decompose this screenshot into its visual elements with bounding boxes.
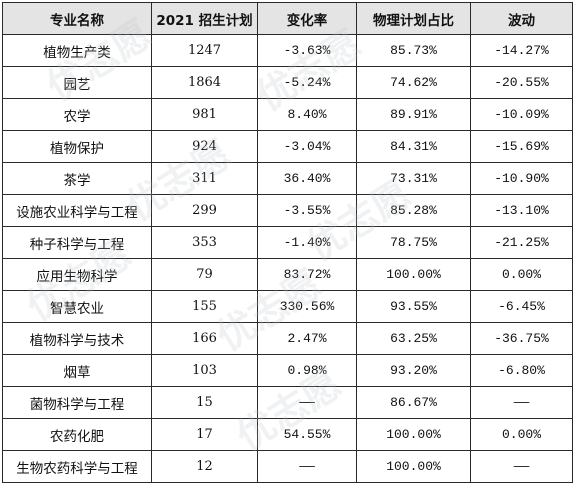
cell-fluctuation: 0.00% bbox=[470, 258, 573, 291]
cell-plan-2021: 1864 bbox=[151, 66, 258, 99]
cell-major: 植物科学与技术 bbox=[2, 322, 152, 355]
table-row: 种子科学与工程 353 -1.40% 78.75% -21.25% bbox=[2, 226, 573, 259]
cell-fluctuation: -6.45% bbox=[470, 290, 573, 323]
header-physics-ratio: 物理计划占比 bbox=[356, 2, 471, 35]
cell-change-rate: —— bbox=[257, 450, 357, 483]
header-change-rate: 变化率 bbox=[257, 2, 357, 35]
cell-physics-ratio: 86.67% bbox=[356, 386, 471, 419]
cell-change-rate: 8.40% bbox=[257, 98, 357, 131]
cell-plan-2021: 311 bbox=[151, 162, 258, 195]
cell-physics-ratio: 78.75% bbox=[356, 226, 471, 259]
cell-major: 设施农业科学与工程 bbox=[2, 194, 152, 227]
cell-change-rate: 2.47% bbox=[257, 322, 357, 355]
cell-fluctuation: -6.80% bbox=[470, 354, 573, 387]
cell-major: 植物保护 bbox=[2, 130, 152, 163]
table-row: 茶学 311 36.40% 73.31% -10.90% bbox=[2, 162, 573, 195]
cell-plan-2021: 12 bbox=[151, 450, 258, 483]
header-fluctuation: 波动 bbox=[470, 2, 573, 35]
cell-plan-2021: 79 bbox=[151, 258, 258, 291]
cell-major: 生物农药科学与工程 bbox=[2, 450, 152, 483]
cell-change-rate: 36.40% bbox=[257, 162, 357, 195]
header-row: 专业名称 2021 招生计划 变化率 物理计划占比 波动 bbox=[2, 2, 573, 35]
cell-physics-ratio: 89.91% bbox=[356, 98, 471, 131]
cell-physics-ratio: 100.00% bbox=[356, 418, 471, 451]
cell-major: 园艺 bbox=[2, 66, 152, 99]
header-major: 专业名称 bbox=[2, 2, 152, 35]
cell-fluctuation: -36.75% bbox=[470, 322, 573, 355]
cell-fluctuation: -14.27% bbox=[470, 34, 573, 67]
table-row: 园艺 1864 -5.24% 74.62% -20.55% bbox=[2, 66, 573, 99]
cell-plan-2021: 353 bbox=[151, 226, 258, 259]
cell-physics-ratio: 84.31% bbox=[356, 130, 471, 163]
cell-change-rate: -3.63% bbox=[257, 34, 357, 67]
cell-physics-ratio: 73.31% bbox=[356, 162, 471, 195]
table-row: 农学 981 8.40% 89.91% -10.09% bbox=[2, 98, 573, 131]
cell-change-rate: -5.24% bbox=[257, 66, 357, 99]
cell-plan-2021: 924 bbox=[151, 130, 258, 163]
cell-major: 烟草 bbox=[2, 354, 152, 387]
cell-plan-2021: 1247 bbox=[151, 34, 258, 67]
cell-physics-ratio: 85.73% bbox=[356, 34, 471, 67]
cell-fluctuation: -15.69% bbox=[470, 130, 573, 163]
cell-physics-ratio: 100.00% bbox=[356, 450, 471, 483]
cell-physics-ratio: 100.00% bbox=[356, 258, 471, 291]
table-row: 智慧农业 155 330.56% 93.55% -6.45% bbox=[2, 290, 573, 323]
cell-fluctuation: —— bbox=[470, 450, 573, 483]
cell-major: 应用生物科学 bbox=[2, 258, 152, 291]
cell-major: 农药化肥 bbox=[2, 418, 152, 451]
cell-fluctuation: -13.10% bbox=[470, 194, 573, 227]
table-row: 菌物科学与工程 15 —— 86.67% —— bbox=[2, 386, 573, 419]
table-row: 植物保护 924 -3.04% 84.31% -15.69% bbox=[2, 130, 573, 163]
cell-fluctuation: 0.00% bbox=[470, 418, 573, 451]
cell-plan-2021: 17 bbox=[151, 418, 258, 451]
cell-physics-ratio: 85.28% bbox=[356, 194, 471, 227]
cell-change-rate: 54.55% bbox=[257, 418, 357, 451]
cell-plan-2021: 299 bbox=[151, 194, 258, 227]
cell-physics-ratio: 74.62% bbox=[356, 66, 471, 99]
cell-fluctuation: -20.55% bbox=[470, 66, 573, 99]
table-row: 烟草 103 0.98% 93.20% -6.80% bbox=[2, 354, 573, 387]
table-body: 植物生产类 1247 -3.63% 85.73% -14.27% 园艺 1864 -5.24%… bbox=[2, 34, 573, 483]
cell-change-rate: 330.56% bbox=[257, 290, 357, 323]
cell-fluctuation: -21.25% bbox=[470, 226, 573, 259]
table-row: 植物生产类 1247 -3.63% 85.73% -14.27% bbox=[2, 34, 573, 67]
cell-fluctuation: -10.09% bbox=[470, 98, 573, 131]
cell-major: 茶学 bbox=[2, 162, 152, 195]
cell-change-rate: -3.04% bbox=[257, 130, 357, 163]
cell-major: 智慧农业 bbox=[2, 290, 152, 323]
cell-change-rate: -1.40% bbox=[257, 226, 357, 259]
table-row: 设施农业科学与工程 299 -3.55% 85.28% -13.10% bbox=[2, 194, 573, 227]
cell-physics-ratio: 93.55% bbox=[356, 290, 471, 323]
cell-plan-2021: 981 bbox=[151, 98, 258, 131]
cell-physics-ratio: 63.25% bbox=[356, 322, 471, 355]
cell-fluctuation: -10.90% bbox=[470, 162, 573, 195]
cell-plan-2021: 166 bbox=[151, 322, 258, 355]
cell-major: 种子科学与工程 bbox=[2, 226, 152, 259]
cell-major: 植物生产类 bbox=[2, 34, 152, 67]
cell-change-rate: 0.98% bbox=[257, 354, 357, 387]
table-row: 植物科学与技术 166 2.47% 63.25% -36.75% bbox=[2, 322, 573, 355]
cell-major: 菌物科学与工程 bbox=[2, 386, 152, 419]
cell-fluctuation: —— bbox=[470, 386, 573, 419]
cell-plan-2021: 15 bbox=[151, 386, 258, 419]
cell-plan-2021: 155 bbox=[151, 290, 258, 323]
table-row: 农药化肥 17 54.55% 100.00% 0.00% bbox=[2, 418, 573, 451]
cell-plan-2021: 103 bbox=[151, 354, 258, 387]
cell-major: 农学 bbox=[2, 98, 152, 131]
cell-physics-ratio: 93.20% bbox=[356, 354, 471, 387]
cell-change-rate: —— bbox=[257, 386, 357, 419]
cell-change-rate: 83.72% bbox=[257, 258, 357, 291]
cell-change-rate: -3.55% bbox=[257, 194, 357, 227]
header-plan-2021: 2021 招生计划 bbox=[151, 2, 258, 35]
table-row: 生物农药科学与工程 12 —— 100.00% —— bbox=[2, 450, 573, 483]
table-row: 应用生物科学 79 83.72% 100.00% 0.00% bbox=[2, 258, 573, 291]
